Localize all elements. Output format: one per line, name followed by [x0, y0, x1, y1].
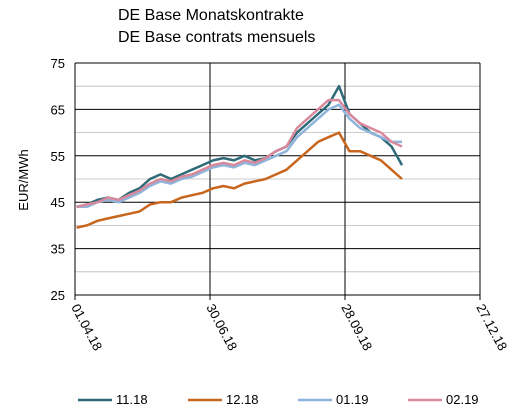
- y-axis-label: EUR/MWh: [16, 149, 31, 210]
- y-tick-label: 75: [51, 56, 65, 71]
- chart-title: DE Base Monatskontrakte: [118, 7, 304, 24]
- x-tick-label: 28.09.18: [338, 301, 375, 353]
- x-tick-label: 27.12.18: [473, 301, 510, 353]
- legend-label: 02.19: [446, 392, 479, 407]
- x-tick-label: 30.06.18: [203, 301, 240, 353]
- series-line: [76, 103, 402, 209]
- y-tick-label: 65: [51, 102, 65, 117]
- series-line: [76, 131, 403, 229]
- legend-label: 12.18: [226, 392, 259, 407]
- legend-label: 01.19: [336, 392, 369, 407]
- series-line: [76, 98, 403, 209]
- series-line: [76, 84, 404, 209]
- y-tick-label: 45: [51, 195, 65, 210]
- x-tick-label: 01.04.18: [68, 301, 105, 353]
- y-tick-label: 35: [51, 242, 65, 257]
- chart-subtitle: DE Base contrats mensuels: [118, 29, 315, 46]
- legend-label: 11.18: [116, 392, 148, 407]
- y-tick-label: 55: [51, 149, 65, 164]
- y-tick-label: 25: [51, 288, 65, 303]
